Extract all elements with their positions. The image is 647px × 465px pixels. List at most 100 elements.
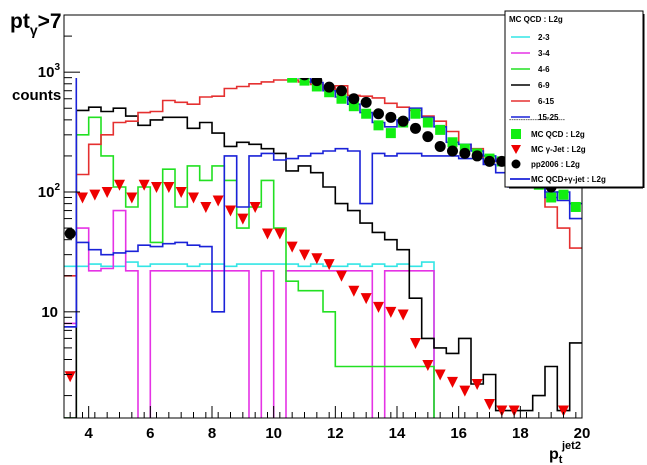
series-mc-qcd-jet-l2g <box>64 78 582 328</box>
series-6-9 <box>64 106 582 418</box>
series-mc-jet-l2g-marker <box>558 405 569 417</box>
series-mc-qcd-l2g-marker <box>447 137 458 148</box>
series-pp2006-l2g-marker <box>188 49 199 60</box>
svg-text:jet2: jet2 <box>561 440 581 452</box>
series-mc-qcd-l2g-marker <box>299 78 310 86</box>
series-mc-jet-l2g-marker <box>64 371 76 383</box>
series-2-3-line <box>64 261 435 418</box>
series-mc-qcd-l2g-marker <box>348 101 359 112</box>
series-mc-jet-l2g-marker <box>212 195 224 207</box>
y-tick-label: 103 <box>38 62 61 81</box>
series-mc-jet-l2g-marker <box>397 309 409 321</box>
series-6-9-line <box>64 106 582 418</box>
series-pp2006-l2g-marker <box>471 150 483 162</box>
series-pp2006-l2g-marker <box>311 78 323 87</box>
series-4-6 <box>64 116 435 418</box>
series-mc-qcd-jet-l2g-line <box>64 78 582 328</box>
series-pp2006-l2g-marker <box>250 57 261 68</box>
series-mc-qcd-l2g-marker <box>558 189 569 200</box>
series-mc-qcd-l2g-marker <box>311 81 322 92</box>
series-mc-jet-l2g-marker <box>410 337 421 349</box>
series-15-25-line <box>64 147 582 328</box>
series-pp2006-l2g-marker <box>459 147 471 159</box>
series-mc-qcd-l2g-marker <box>238 57 248 67</box>
series-mc-jet-l2g-marker <box>447 376 458 388</box>
series-pp2006-l2g-marker <box>225 55 236 66</box>
series-layer <box>64 41 582 418</box>
series-mc-jet-l2g-marker <box>373 301 384 313</box>
x-axis-label: pt jet2 <box>549 440 581 465</box>
series-pp2006-l2g-marker <box>447 145 458 157</box>
series-mc-qcd-l2g-marker <box>275 65 285 75</box>
series-pp2006-l2g-marker <box>176 46 187 57</box>
series-mc-jet-l2g-marker <box>360 293 372 305</box>
y-tick-label: 10 <box>41 304 58 321</box>
series-mc-jet-l2g-marker <box>89 189 101 201</box>
series-mc-jet-l2g-marker <box>286 241 298 253</box>
series-pp2006-l2g-marker <box>114 41 125 52</box>
series-mc-qcd-l2g-marker <box>373 120 384 131</box>
series-mc-qcd-l2g-marker <box>139 54 149 64</box>
series-mc-qcd-l2g-marker <box>102 62 112 72</box>
series-pp2006-l2g-marker <box>373 108 384 120</box>
series-pp2006-l2g-marker <box>274 67 285 78</box>
series-pp2006-l2g-marker <box>360 96 372 108</box>
series-mc-qcd-l2g-marker <box>176 56 186 66</box>
series-mc-jet-l2g <box>64 179 569 417</box>
series-mc-jet-l2g-marker <box>508 405 520 417</box>
legend: MC QCD : L2g 2-3 3-4 4-6 6-9 6-15 15-25 -----… <box>504 10 645 189</box>
series-pp2006-l2g-marker <box>163 43 174 54</box>
series-mc-jet-l2g-marker <box>101 186 113 198</box>
chart-title: ptγ>7 <box>10 10 62 38</box>
series-mc-qcd-l2g-marker <box>361 108 372 119</box>
series-mc-jet-l2g-marker <box>114 179 125 191</box>
series-15-25 <box>64 147 582 328</box>
series-mc-jet-l2g-marker <box>471 378 483 390</box>
series-mc-jet-l2g-marker <box>459 385 471 397</box>
series-pp2006-l2g-marker <box>434 140 446 152</box>
series-mc-jet-l2g-marker <box>348 285 360 297</box>
series-pp2006-l2g <box>64 41 582 240</box>
series-pp2006-l2g-marker <box>139 41 150 52</box>
series-2-3 <box>64 261 435 418</box>
series-mc-jet-l2g-marker <box>77 192 88 204</box>
series-mc-jet-l2g-marker <box>484 399 495 411</box>
series-mc-qcd-l2g-marker <box>213 54 223 64</box>
series-mc-jet-l2g-marker <box>249 201 261 213</box>
legend-header: MC QCD : L2g <box>509 15 563 24</box>
legend-entry-label: 3-4 <box>538 49 550 58</box>
series-mc-qcd-l2g-marker <box>410 108 421 119</box>
series-pp2006-l2g-marker <box>237 55 248 66</box>
x-tick-label: 20 <box>574 425 591 442</box>
series-3-4-line <box>64 209 435 418</box>
legend-entry-label: 15-25 <box>538 113 559 122</box>
series-mc-qcd-l2g-marker <box>127 58 137 68</box>
series-mc-jet-l2g-marker <box>299 249 310 261</box>
y-axis-label: counts <box>12 87 61 104</box>
y-tick-label: 102 <box>38 182 61 201</box>
series-pp2006-l2g-marker <box>287 67 298 78</box>
legend-entry-label: 4-6 <box>538 65 550 74</box>
legend-entry-label: 2-3 <box>538 33 550 42</box>
series-mc-jet-l2g-marker <box>336 270 347 282</box>
series-pp2006-l2g-marker <box>397 115 409 127</box>
series-mc-qcd-l2g-marker <box>164 56 174 66</box>
legend-marker-swatch <box>511 159 521 169</box>
series-mc-jet-l2g-marker <box>151 182 162 194</box>
series-pp2006-l2g-marker <box>348 93 360 105</box>
y-axis: 10 102 103 <box>38 14 80 397</box>
legend-entry-label: MC γ-Jet : L2g <box>531 145 586 154</box>
legend-entry-label: 6-9 <box>538 81 550 90</box>
series-mc-jet-l2g-marker <box>323 259 335 271</box>
series-mc-jet-l2g-marker <box>126 192 138 204</box>
series-mc-qcd-l2g-marker <box>201 54 211 64</box>
legend-entry-label: MC QCD : L2g <box>531 130 585 139</box>
series-mc-jet-l2g-marker <box>262 228 273 240</box>
series-mc-jet-l2g-marker <box>237 213 249 225</box>
series-pp2006-l2g-marker <box>385 111 397 123</box>
legend-entry-label: MC QCD+γ-jet : L2g <box>531 175 606 184</box>
series-mc-qcd-l2g-marker <box>570 201 581 212</box>
series-mc-qcd-l2g-marker <box>385 128 396 139</box>
series-mc-qcd-l2g-marker <box>422 117 433 128</box>
